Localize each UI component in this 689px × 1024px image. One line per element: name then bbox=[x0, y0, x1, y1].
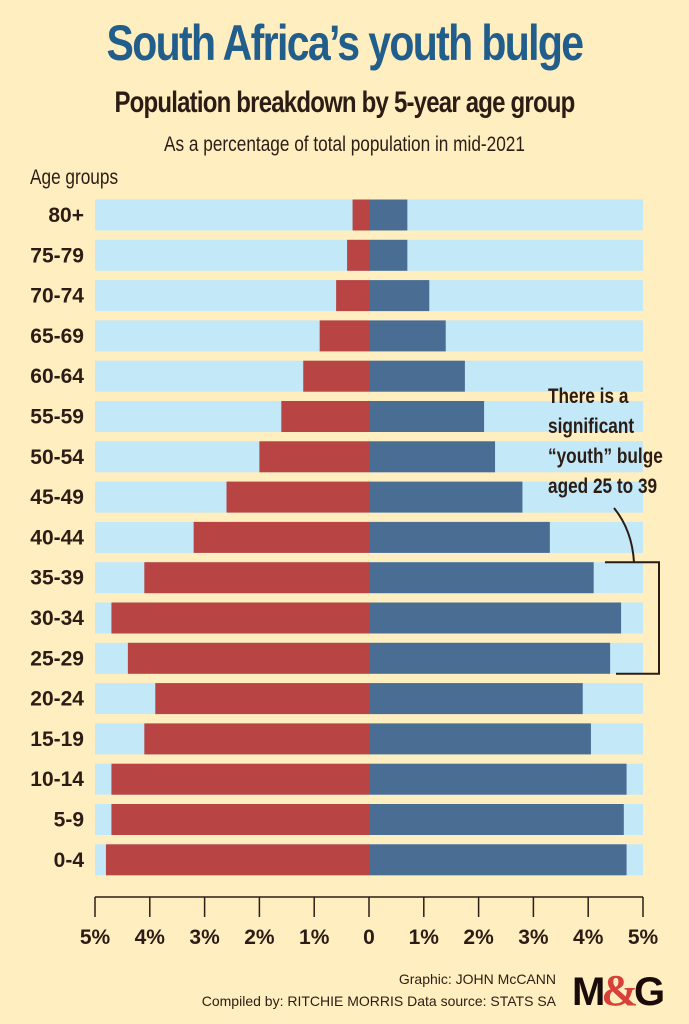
y-tick-labels: 80+ 75-79 70-74 65-69 60-64 55-59 50-54 45-49 40… bbox=[30, 204, 84, 872]
bar-right-0-4 bbox=[369, 844, 627, 876]
logo-ampersand: & bbox=[601, 966, 638, 1015]
x-tick-label: 2% bbox=[463, 926, 494, 949]
x-tick-label: 2% bbox=[244, 926, 275, 949]
annotation-pointer bbox=[613, 507, 635, 563]
bar-right-25-29 bbox=[369, 642, 611, 674]
bar-left-10-14 bbox=[111, 763, 369, 795]
bar-right-30-34 bbox=[369, 602, 622, 634]
logo-g: G bbox=[633, 970, 665, 1014]
y-tick-label: 70-74 bbox=[30, 285, 84, 308]
y-tick-label: 20-24 bbox=[30, 688, 84, 711]
y-tick-label: 5-9 bbox=[54, 809, 84, 832]
y-tick-label: 35-39 bbox=[30, 567, 84, 590]
x-tick-label: 5% bbox=[80, 926, 111, 949]
annotation-line: aged 25 to 39 bbox=[548, 475, 658, 498]
y-tick-label: 10-14 bbox=[30, 768, 84, 791]
graphic-credit: Graphic: JOHN McCANN bbox=[398, 971, 556, 987]
bar-right-15-19 bbox=[369, 723, 591, 755]
bar-left-30-34 bbox=[111, 602, 369, 634]
bar-left-80+ bbox=[352, 199, 369, 231]
bar-left-20-24 bbox=[155, 683, 369, 715]
bar-right-50-54 bbox=[369, 441, 496, 473]
chart-title: South Africa’s youth bulge bbox=[106, 15, 585, 71]
bar-right-60-64 bbox=[369, 360, 465, 392]
bar-left-60-64 bbox=[303, 360, 369, 392]
x-tick-label: 0 bbox=[363, 926, 375, 949]
y-tick-label: 30-34 bbox=[30, 607, 84, 630]
bar-right-35-39 bbox=[369, 562, 594, 594]
bar-right-70-74 bbox=[369, 280, 430, 312]
bar-left-15-19 bbox=[144, 723, 369, 755]
annotation-line: There is a bbox=[548, 385, 629, 408]
annotation-line: “youth” bulge bbox=[548, 445, 663, 468]
bar-left-45-49 bbox=[226, 481, 369, 513]
bar-group bbox=[105, 199, 627, 876]
bar-left-5-9 bbox=[111, 804, 369, 835]
bar-right-80+ bbox=[369, 199, 408, 231]
bar-left-35-39 bbox=[144, 562, 369, 594]
chart-description: As a percentage of total population in m… bbox=[164, 133, 525, 156]
x-tick-label: 1% bbox=[409, 926, 440, 949]
credits: Graphic: JOHN McCANN Compiled by: RITCHI… bbox=[202, 968, 556, 1012]
y-tick-label: 25-29 bbox=[30, 647, 84, 670]
y-tick-label: 15-19 bbox=[30, 728, 84, 751]
y-tick-label: 65-69 bbox=[30, 325, 84, 348]
x-tick-label: 4% bbox=[135, 926, 166, 949]
bar-right-75-79 bbox=[369, 239, 408, 271]
bar-left-70-74 bbox=[336, 280, 369, 312]
x-tick-label: 3% bbox=[189, 926, 220, 949]
x-axis: 5% 4% 3% 2% 1% 0 1% 2% 3% 4% 5% bbox=[80, 896, 659, 949]
bar-left-65-69 bbox=[319, 320, 369, 352]
y-tick-label: 50-54 bbox=[30, 446, 84, 469]
bracket-line bbox=[605, 561, 660, 675]
bar-right-10-14 bbox=[369, 763, 627, 795]
bar-right-20-24 bbox=[369, 683, 583, 715]
y-axis-title: Age groups bbox=[30, 166, 119, 189]
bar-left-50-54 bbox=[259, 441, 369, 473]
annotation-bracket bbox=[605, 507, 660, 675]
y-tick-label: 80+ bbox=[48, 204, 84, 227]
bar-left-75-79 bbox=[347, 239, 369, 271]
bar-right-55-59 bbox=[369, 401, 485, 432]
x-tick-label: 1% bbox=[299, 926, 330, 949]
bar-right-5-9 bbox=[369, 804, 624, 835]
x-tick-label: 4% bbox=[573, 926, 604, 949]
bar-right-65-69 bbox=[369, 320, 446, 352]
bar-left-0-4 bbox=[105, 844, 370, 876]
chart-subtitle: Population breakdown by 5-year age group bbox=[114, 86, 575, 119]
annotation-line: significant bbox=[548, 415, 635, 438]
y-tick-label: 40-44 bbox=[30, 526, 84, 549]
bar-left-55-59 bbox=[281, 401, 369, 432]
bar-left-25-29 bbox=[127, 642, 369, 674]
bar-left-40-44 bbox=[193, 521, 369, 553]
y-tick-label: 55-59 bbox=[30, 406, 84, 429]
annotation-text: There is a significant “youth” bulge age… bbox=[548, 382, 663, 502]
y-tick-label: 45-49 bbox=[30, 486, 84, 509]
bar-right-45-49 bbox=[369, 481, 523, 513]
x-tick-label: 5% bbox=[628, 926, 659, 949]
y-tick-label: 75-79 bbox=[30, 244, 84, 267]
bar-right-40-44 bbox=[369, 521, 550, 553]
y-tick-label: 0-4 bbox=[54, 849, 85, 872]
logo-m: M bbox=[572, 970, 605, 1014]
x-tick-label: 3% bbox=[518, 926, 549, 949]
mg-logo: M&G bbox=[572, 965, 665, 1016]
y-tick-label: 60-64 bbox=[30, 365, 84, 388]
compiled-credit: Compiled by: RITCHIE MORRIS Data source:… bbox=[201, 993, 556, 1009]
